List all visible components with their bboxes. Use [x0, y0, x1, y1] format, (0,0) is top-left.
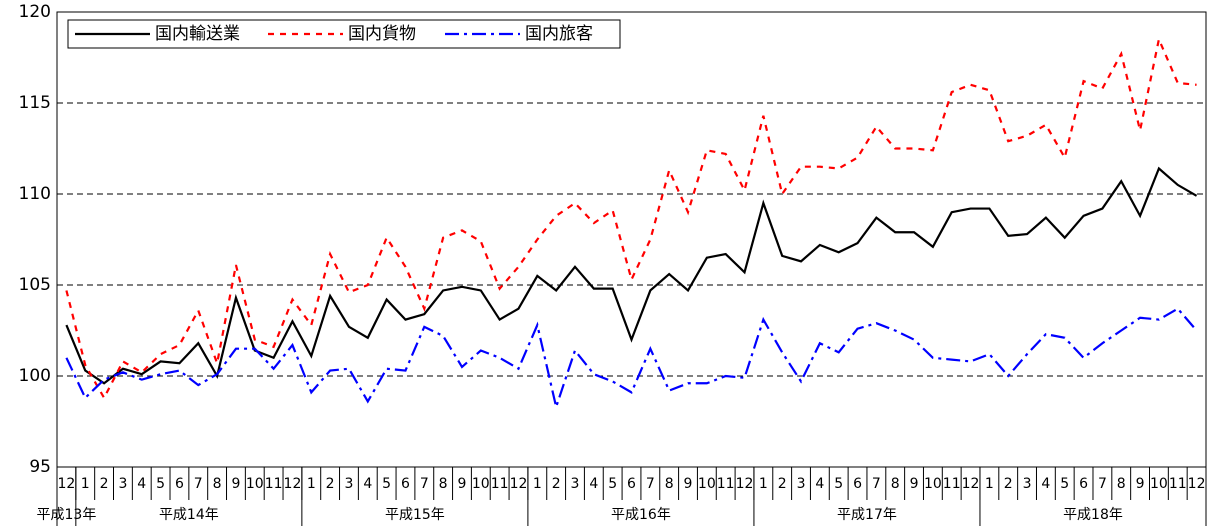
x-tick-label: 12	[736, 476, 754, 492]
x-tick-label: 10	[246, 476, 264, 492]
series-lines	[65, 35, 1198, 411]
x-tick-label: 11	[491, 476, 509, 492]
x-tick-label: 9	[684, 476, 693, 492]
x-tick-label: 3	[571, 476, 580, 492]
x-tick-label: 9	[231, 476, 240, 492]
y-tick-label: 95	[29, 457, 51, 477]
x-tick-label: 2	[778, 476, 787, 492]
x-tick-label: 8	[439, 476, 448, 492]
x-tick-label: 2	[1004, 476, 1013, 492]
group-label: 平成14年	[159, 507, 219, 523]
legend-label: 国内貨物	[348, 24, 416, 44]
x-tick-label: 4	[1041, 476, 1050, 492]
x-tick-label: 5	[834, 476, 843, 492]
x-tick-label: 1	[81, 476, 90, 492]
x-tick-label: 1	[759, 476, 768, 492]
x-tick-label: 10	[1150, 476, 1168, 492]
x-tick-label: 1	[533, 476, 542, 492]
legend-label: 国内輸送業	[155, 24, 240, 44]
group-label: 平成16年	[611, 507, 671, 523]
x-tick-label: 9	[910, 476, 919, 492]
legend-box	[67, 19, 621, 49]
x-tick-label: 3	[797, 476, 806, 492]
x-tick-label: 4	[815, 476, 824, 492]
x-tick-label: 5	[608, 476, 617, 492]
x-tick-label: 12	[284, 476, 302, 492]
x-tick-label: 10	[698, 476, 716, 492]
plot-frame	[56, 11, 1207, 468]
x-tick-label: 1	[985, 476, 994, 492]
y-tick-label: 100	[19, 366, 51, 386]
group-label: 平成18年	[1063, 507, 1123, 523]
x-tick-label: 3	[118, 476, 127, 492]
x-tick-label: 2	[552, 476, 561, 492]
x-tick-label: 8	[213, 476, 222, 492]
x-tick-label: 6	[175, 476, 184, 492]
y-tick-label: 110	[19, 184, 51, 204]
x-tick-label: 2	[326, 476, 335, 492]
x-tick-label: 2	[100, 476, 109, 492]
x-tick-label: 11	[1169, 476, 1187, 492]
x-tick-label: 12	[58, 476, 76, 492]
x-tick-label: 6	[627, 476, 636, 492]
x-tick-label: 11	[717, 476, 735, 492]
group-label: 平成17年	[837, 507, 897, 523]
x-tick-label: 7	[872, 476, 881, 492]
y-tick-label: 105	[19, 275, 51, 295]
x-tick-label: 7	[194, 476, 203, 492]
x-tick-label: 8	[665, 476, 674, 492]
x-tick-label: 8	[1117, 476, 1126, 492]
group-label: 平成15年	[385, 507, 445, 523]
x-tick-label: 1	[307, 476, 316, 492]
x-tick-label: 7	[420, 476, 429, 492]
y-tick-label: 115	[19, 93, 51, 113]
x-tick-label: 12	[510, 476, 528, 492]
x-tick-label: 8	[891, 476, 900, 492]
x-tick-label: 12	[1188, 476, 1206, 492]
x-tick-label: 11	[265, 476, 283, 492]
y-tick-label: 120	[19, 2, 51, 22]
series-line	[65, 166, 1198, 385]
x-tick-label: 10	[472, 476, 490, 492]
x-tick-label: 4	[137, 476, 146, 492]
x-tick-label: 5	[156, 476, 165, 492]
x-tick-label: 5	[1060, 476, 1069, 492]
x-tick-label: 9	[1136, 476, 1145, 492]
x-tick-label: 12	[962, 476, 980, 492]
grid: 95 100 105 110 115 120	[19, 2, 1206, 477]
x-tick-label: 4	[589, 476, 598, 492]
x-tick-label: 4	[363, 476, 372, 492]
series-line	[65, 307, 1198, 411]
x-tick-label: 6	[853, 476, 862, 492]
legend: 国内輸送業 国内貨物 国内旅客	[67, 19, 621, 49]
legend-label: 国内旅客	[525, 24, 593, 44]
x-tick-label: 5	[382, 476, 391, 492]
x-tick-label: 3	[344, 476, 353, 492]
x-tick-label: 6	[401, 476, 410, 492]
group-label: 平成13年	[37, 507, 97, 523]
series-line	[65, 35, 1197, 401]
x-tick-label: 7	[646, 476, 655, 492]
x-tick-label: 9	[458, 476, 467, 492]
x-tick-label: 10	[924, 476, 942, 492]
x-tick-label: 3	[1023, 476, 1032, 492]
x-tick-label: 6	[1079, 476, 1088, 492]
x-tick-label: 7	[1098, 476, 1107, 492]
x-tick-label: 11	[943, 476, 961, 492]
